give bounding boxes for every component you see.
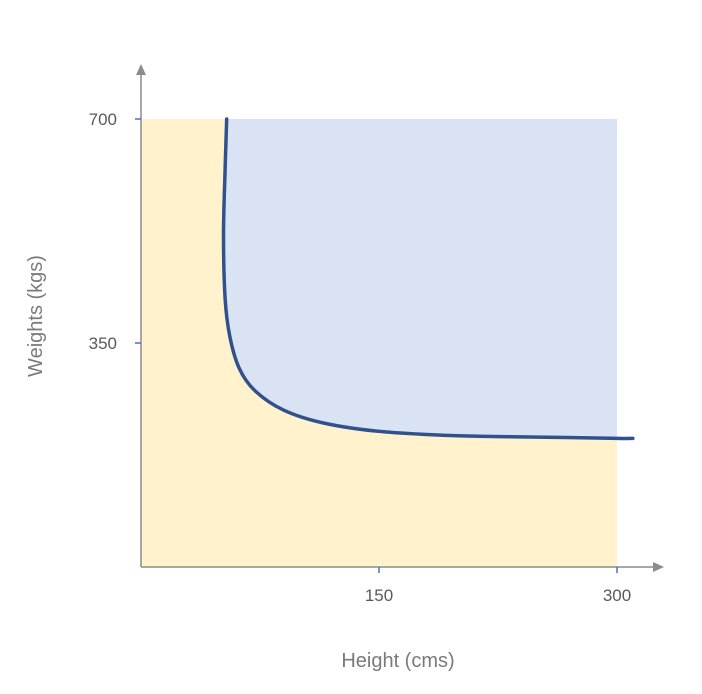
x-axis-arrow	[653, 562, 664, 572]
y-axis-title: Weights (kgs)	[25, 255, 47, 377]
x-tick-label: 300	[603, 586, 631, 605]
boundary-curve	[221, 117, 635, 441]
upper-region	[223, 119, 617, 439]
y-tick-label: 350	[89, 334, 117, 353]
y-tick-label: 700	[89, 110, 117, 129]
axes	[136, 64, 664, 572]
y-axis-arrow	[136, 64, 146, 75]
plot-region-layer	[223, 119, 617, 439]
curve-layer	[221, 117, 635, 441]
x-axis-title: Height (cms)	[341, 650, 454, 672]
x-tick-label: 150	[365, 586, 393, 605]
ticks: 150 300 350 700	[89, 110, 632, 605]
